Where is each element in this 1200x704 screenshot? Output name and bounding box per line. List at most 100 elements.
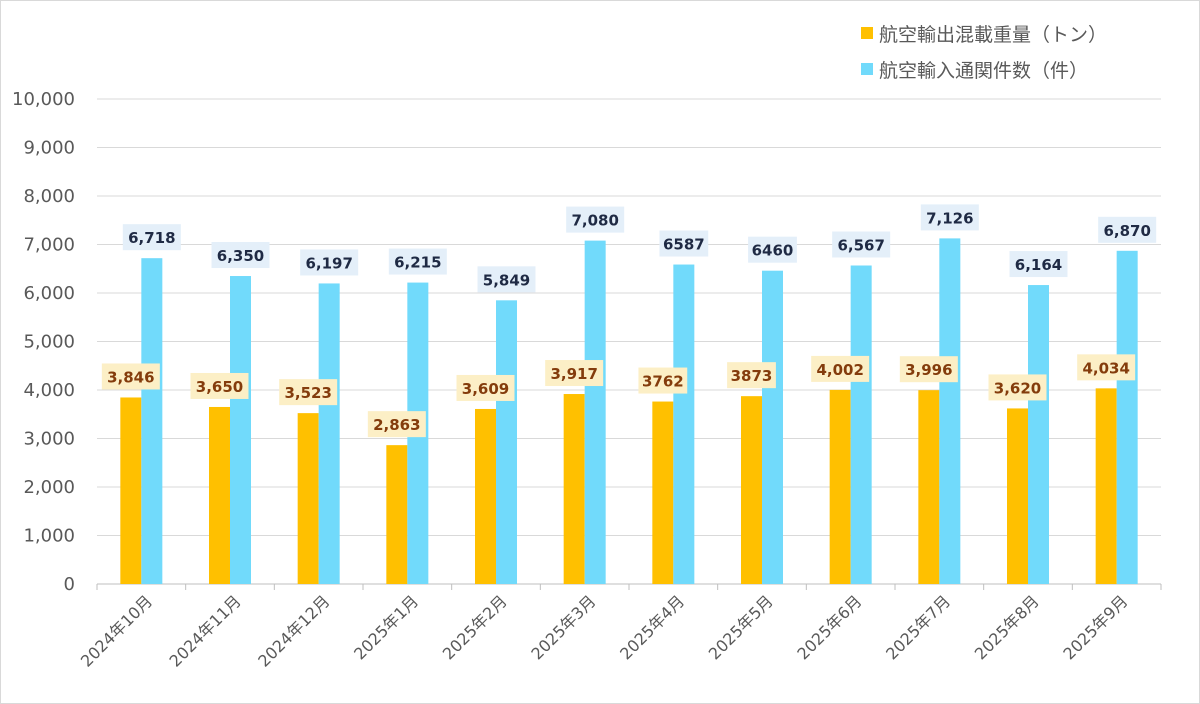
data-label-export-weight: 3,650 [196, 378, 243, 396]
data-label-bg [832, 231, 891, 258]
y-tick-label: 8,000 [23, 186, 75, 207]
y-tick-label: 4,000 [23, 380, 75, 401]
data-label-bg [748, 236, 797, 263]
data-label-bg [1098, 216, 1157, 243]
data-label-import-clearances: 6,164 [1015, 256, 1062, 274]
x-tick-label: 2025年1月 [350, 591, 422, 663]
data-label-bg [101, 363, 160, 390]
bar-export-weight [386, 445, 408, 584]
bar-export-weight [475, 408, 496, 584]
bar-import-clearances [230, 276, 251, 584]
data-label-export-weight: 3,917 [550, 365, 597, 383]
bar-export-weight [563, 394, 585, 584]
data-label-bg [545, 360, 604, 387]
data-label-bg [988, 374, 1047, 401]
bar-import-clearances [496, 300, 517, 584]
data-label-bg [388, 248, 447, 275]
bar-import-clearances [318, 283, 340, 584]
x-tick-label: 2024年10月 [77, 591, 156, 670]
data-label-export-weight: 3,620 [994, 379, 1041, 397]
data-label-import-clearances: 6,350 [217, 247, 264, 265]
x-tick-label: 2024年11月 [166, 591, 245, 670]
data-label-bg [279, 379, 338, 406]
x-tick-label: 2025年3月 [527, 591, 599, 663]
data-label-bg [566, 206, 625, 233]
y-tick-label: 7,000 [23, 235, 75, 256]
data-label-export-weight: 4,034 [1082, 359, 1129, 377]
bar-import-clearances [673, 264, 695, 584]
data-label-export-weight: 3,523 [284, 384, 331, 402]
bar-import-clearances [850, 265, 872, 584]
data-label-export-weight: 3873 [731, 367, 773, 385]
y-tick-label: 10,000 [12, 89, 75, 110]
data-label-bg [1009, 251, 1068, 278]
data-label-import-clearances: 5,849 [483, 271, 530, 289]
x-tick-label: 2025年7月 [882, 591, 954, 663]
data-label-import-clearances: 7,080 [571, 212, 618, 230]
data-label-import-clearances: 6460 [752, 242, 794, 260]
data-label-bg [122, 224, 181, 251]
x-tick-label: 2025年5月 [705, 591, 777, 663]
legend: 航空輸出混載重量（トン） 航空輸入通関件数（件） [861, 15, 1107, 87]
data-label-import-clearances: 6,567 [837, 237, 884, 255]
data-label-import-clearances: 6,197 [305, 254, 352, 272]
data-label-bg [659, 230, 709, 257]
x-tick-label: 2024年12月 [254, 591, 333, 670]
data-label-bg [899, 356, 958, 383]
data-label-bg [1077, 354, 1136, 381]
bar-import-clearances [1028, 285, 1049, 584]
data-label-import-clearances: 6,718 [128, 229, 175, 247]
y-tick-label: 9,000 [23, 138, 75, 159]
legend-label-import-clearances: 航空輸入通関件数（件） [879, 59, 1089, 82]
y-tick-label: 0 [64, 574, 75, 595]
legend-swatch-import-clearances [861, 63, 873, 75]
y-tick-label: 6,000 [23, 283, 75, 304]
data-label-bg [920, 204, 979, 231]
data-label-import-clearances: 6587 [663, 236, 705, 254]
bar-export-weight [120, 397, 142, 584]
data-label-bg [727, 362, 776, 389]
data-label-bg [367, 411, 426, 438]
data-label-bg [456, 374, 515, 401]
x-tick-label: 2025年8月 [971, 591, 1043, 663]
bar-export-weight [209, 406, 230, 584]
data-label-export-weight: 3,846 [107, 368, 154, 386]
data-label-bg [638, 367, 688, 394]
y-tick-label: 2,000 [23, 477, 75, 498]
bar-import-clearances [141, 258, 163, 584]
x-tick-label: 2025年2月 [439, 591, 511, 663]
bar-export-weight [1007, 408, 1028, 584]
data-label-bg [211, 242, 270, 269]
data-label-bg [190, 372, 249, 399]
legend-label-export-weight: 航空輸出混載重量（トン） [879, 23, 1108, 46]
bar-import-clearances [584, 240, 606, 584]
bar-export-weight [652, 401, 674, 584]
data-label-bg [477, 266, 536, 293]
bar-export-weight [829, 389, 851, 584]
legend-item-import-clearances: 航空輸入通関件数（件） [861, 51, 1107, 87]
data-label-bg [811, 355, 870, 382]
data-label-import-clearances: 6,870 [1103, 222, 1150, 240]
data-label-import-clearances: 6,215 [394, 254, 441, 272]
x-tick-label: 2025年9月 [1059, 591, 1131, 663]
bar-export-weight [741, 396, 762, 584]
y-tick-label: 3,000 [23, 429, 75, 450]
bar-import-clearances [1116, 250, 1138, 584]
data-label-export-weight: 2,863 [373, 416, 420, 434]
data-label-export-weight: 3,996 [905, 361, 952, 379]
y-tick-label: 1,000 [23, 526, 75, 547]
x-tick-label: 2025年4月 [616, 591, 688, 663]
bar-export-weight [297, 413, 319, 584]
bar-export-weight [918, 390, 940, 584]
legend-item-export-weight: 航空輸出混載重量（トン） [861, 15, 1107, 51]
data-label-export-weight: 3762 [642, 373, 684, 391]
bar-import-clearances [762, 270, 783, 584]
y-tick-label: 5,000 [23, 332, 75, 353]
x-tick-label: 2025年6月 [793, 591, 865, 663]
bar-export-weight [1095, 388, 1117, 584]
legend-swatch-export-weight [861, 27, 873, 39]
data-label-import-clearances: 7,126 [926, 209, 973, 227]
data-label-export-weight: 3,609 [462, 380, 509, 398]
